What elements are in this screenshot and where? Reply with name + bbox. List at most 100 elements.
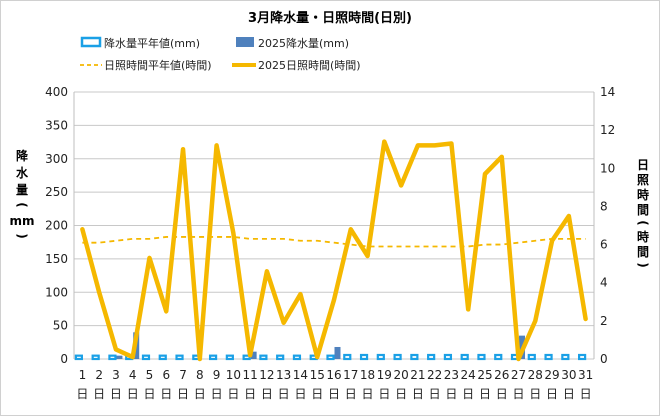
left-axis-label-char: ( bbox=[15, 202, 29, 207]
bar-rain-normal bbox=[527, 353, 536, 361]
bar-rain-normal bbox=[410, 353, 419, 361]
bar-rain-normal bbox=[91, 354, 100, 361]
x-tick-label: 12 bbox=[259, 368, 274, 382]
x-tick-suffix: 日 bbox=[345, 387, 357, 401]
right-axis-label-char: 日 bbox=[637, 158, 649, 172]
x-tick-suffix: 日 bbox=[160, 387, 172, 401]
x-tick-label: 18 bbox=[360, 368, 375, 382]
left-tick-label: 300 bbox=[45, 152, 68, 166]
right-tick-label: 6 bbox=[600, 238, 608, 252]
bar-rain-normal bbox=[292, 354, 302, 361]
x-tick-suffix: 日 bbox=[194, 387, 206, 401]
x-tick-suffix: 日 bbox=[328, 387, 340, 401]
left-axis-label-char: 降 bbox=[16, 148, 29, 163]
x-tick-label: 23 bbox=[444, 368, 459, 382]
x-tick-label: 24 bbox=[461, 368, 476, 382]
x-tick-suffix: 日 bbox=[479, 387, 491, 401]
bar-rain-2025 bbox=[116, 355, 123, 359]
bar-rain-normal bbox=[74, 354, 83, 361]
left-tick-label: 0 bbox=[60, 352, 68, 366]
x-tick-label: 8 bbox=[196, 368, 204, 382]
legend-label-rain-normal: 降水量平年値(mm) bbox=[104, 36, 200, 50]
bar-rain-normal bbox=[494, 353, 503, 361]
right-tick-label: 0 bbox=[600, 352, 608, 366]
x-tick-suffix: 日 bbox=[362, 387, 374, 401]
x-tick-suffix: 日 bbox=[76, 387, 88, 401]
legend-label-sun-normal: 日照時間平年値(時間) bbox=[104, 58, 212, 72]
left-tick-label: 400 bbox=[45, 85, 68, 99]
x-tick-label: 29 bbox=[544, 368, 559, 382]
legend: 降水量平年値(mm) 2025降水量(mm) 日照時間平年値(時間) 2025日… bbox=[80, 36, 361, 72]
bar-rain-normal bbox=[108, 354, 117, 361]
bar-rain-2025 bbox=[250, 351, 257, 359]
x-tick-suffix: 日 bbox=[244, 387, 256, 401]
legend-item-rain-normal: 降水量平年値(mm) bbox=[80, 36, 200, 50]
x-tick-label: 27 bbox=[511, 368, 526, 382]
bar-rain-normal bbox=[561, 353, 570, 361]
x-tick-label: 7 bbox=[179, 368, 187, 382]
legend-item-rain-2025: 2025降水量(mm) bbox=[236, 36, 349, 50]
x-tick-suffix: 日 bbox=[462, 387, 474, 401]
x-tick-label: 31 bbox=[578, 368, 593, 382]
bar-rain-normal bbox=[544, 353, 553, 361]
bar-rain-normal bbox=[578, 353, 587, 361]
x-tick-label: 15 bbox=[310, 368, 325, 382]
x-tick-label: 6 bbox=[162, 368, 170, 382]
x-tick-suffix: 日 bbox=[278, 387, 290, 401]
x-tick-suffix: 日 bbox=[395, 387, 407, 401]
x-tick-suffix: 日 bbox=[429, 387, 441, 401]
right-tick-label: 10 bbox=[600, 161, 615, 175]
legend-item-sun-normal: 日照時間平年値(時間) bbox=[80, 58, 212, 72]
right-axis-label-char: 照 bbox=[637, 172, 649, 187]
bar-rain-normal bbox=[158, 354, 167, 361]
right-axis-label-char: 時 bbox=[637, 187, 649, 202]
x-tick-suffix: 日 bbox=[294, 387, 306, 401]
x-tick-label: 22 bbox=[427, 368, 442, 382]
bar-rain-normal bbox=[393, 353, 402, 361]
legend-label-rain-2025: 2025降水量(mm) bbox=[258, 36, 349, 50]
right-axis-label-char: 時 bbox=[637, 229, 649, 244]
left-axis-label: 降水量 (mm) bbox=[9, 148, 34, 239]
right-tick-label: 2 bbox=[600, 314, 608, 328]
x-tick-suffix: 日 bbox=[563, 387, 575, 401]
x-tick-label: 10 bbox=[226, 368, 241, 382]
bar-rain-normal bbox=[376, 353, 385, 361]
right-tick-label: 14 bbox=[600, 85, 615, 99]
x-tick-label: 19 bbox=[377, 368, 392, 382]
bar-rain-normal bbox=[326, 354, 335, 361]
lines bbox=[80, 139, 588, 362]
x-tick-label: 2 bbox=[95, 368, 103, 382]
right-axis-label-char: ( bbox=[636, 220, 650, 225]
right-axis-label-char: 間 bbox=[637, 245, 649, 259]
x-tick-label: 26 bbox=[494, 368, 509, 382]
bar-rain-normal bbox=[343, 353, 352, 361]
x-tick-suffix: 日 bbox=[227, 387, 239, 401]
right-axis-label-char: ) bbox=[636, 262, 650, 267]
x-tick-label: 5 bbox=[146, 368, 154, 382]
line-sun-normal bbox=[82, 236, 586, 248]
left-tick-label: 250 bbox=[45, 185, 68, 199]
x-tick-suffix: 日 bbox=[580, 387, 592, 401]
left-tick-label: 100 bbox=[45, 285, 68, 299]
x-tick-label: 28 bbox=[528, 368, 543, 382]
right-axis-label-char: 間 bbox=[637, 203, 649, 217]
left-axis-label-char: 水 bbox=[16, 165, 29, 180]
x-axis-ticks: 1日2日3日4日5日6日7日8日9日10日11日12日13日14日15日16日1… bbox=[76, 368, 593, 401]
legend-label-sun-2025: 2025日照時間(時間) bbox=[258, 59, 361, 72]
left-tick-label: 50 bbox=[53, 319, 68, 333]
x-tick-suffix: 日 bbox=[513, 387, 525, 401]
legend-swatch-rain-normal bbox=[80, 36, 102, 48]
legend-item-sun-2025: 2025日照時間(時間) bbox=[232, 59, 361, 72]
bar-rain-normal bbox=[460, 353, 469, 361]
bar-rain-normal bbox=[259, 354, 268, 361]
x-tick-label: 11 bbox=[242, 368, 257, 382]
right-tick-label: 4 bbox=[600, 276, 608, 290]
x-tick-label: 3 bbox=[112, 368, 120, 382]
left-axis-label-char: mm bbox=[9, 214, 34, 228]
line-sun-2025 bbox=[80, 139, 588, 362]
x-tick-suffix: 日 bbox=[261, 387, 273, 401]
right-tick-label: 8 bbox=[600, 199, 608, 213]
x-tick-label: 25 bbox=[477, 368, 492, 382]
